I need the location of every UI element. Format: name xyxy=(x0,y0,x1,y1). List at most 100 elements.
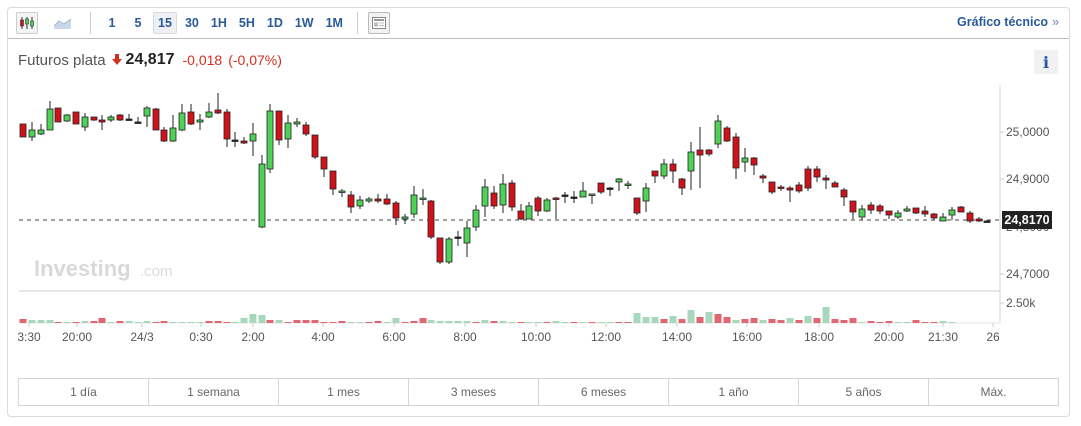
volume-bar xyxy=(98,318,106,323)
range-5-years[interactable]: 5 años xyxy=(799,379,929,405)
candle-down xyxy=(633,197,641,214)
volume-bar xyxy=(624,322,632,323)
candle-up xyxy=(338,190,346,193)
range-1-week[interactable]: 1 semana xyxy=(149,379,279,405)
range-6-months[interactable]: 6 meses xyxy=(539,379,669,405)
time-range-selector: 1 día 1 semana 1 mes 3 meses 6 meses 1 a… xyxy=(18,378,1059,406)
volume-bar xyxy=(249,314,257,323)
interval-15[interactable]: 15 xyxy=(153,12,177,34)
candle-up xyxy=(948,209,956,216)
candle-down xyxy=(930,213,938,219)
candle-down xyxy=(912,207,920,214)
volume-bar xyxy=(921,322,929,323)
candle-down xyxy=(867,204,875,211)
volume-bar xyxy=(392,318,400,323)
x-tick-label: 20:00 xyxy=(874,330,904,344)
candle-down xyxy=(840,189,848,198)
volume-bar xyxy=(152,322,160,323)
volume-bar xyxy=(687,310,695,323)
toolbar-divider xyxy=(356,12,358,34)
area-chart-icon[interactable] xyxy=(52,12,74,34)
price-chart[interactable]: Investing.com25,000024,900024,800024,700… xyxy=(8,8,1071,368)
candlestick-chart-icon[interactable] xyxy=(16,12,38,34)
candle-down xyxy=(329,170,337,190)
interval-30[interactable]: 30 xyxy=(184,16,199,30)
candle-up xyxy=(266,110,274,170)
volume-bar xyxy=(570,322,578,323)
candle-down xyxy=(214,109,222,114)
volume-bar xyxy=(867,321,875,323)
candle-down xyxy=(552,197,560,200)
candle-down xyxy=(759,175,767,179)
interval-5[interactable]: 5 xyxy=(134,16,142,30)
volume-bar xyxy=(849,318,857,323)
volume-bar xyxy=(499,321,507,323)
candle-up xyxy=(579,190,587,198)
candle-down xyxy=(125,118,133,121)
candle-down xyxy=(436,237,444,263)
volume-bar xyxy=(116,321,124,323)
candle-down xyxy=(561,194,569,197)
volume-bar xyxy=(552,321,560,323)
candle-down xyxy=(975,218,983,222)
candle-down xyxy=(275,110,283,141)
x-tick-label: 20:00 xyxy=(62,330,92,344)
candle-down xyxy=(804,168,812,189)
volume-bar xyxy=(948,322,956,323)
technical-chart-link[interactable]: Gráfico técnico» xyxy=(957,15,1059,29)
y-tick-label: 24,7000 xyxy=(1006,267,1050,281)
candle-up xyxy=(107,116,115,121)
volume-bar xyxy=(768,319,776,323)
volume-bar xyxy=(46,320,54,323)
candle-down xyxy=(302,124,310,135)
interval-1h[interactable]: 1H xyxy=(210,16,227,30)
candle-up xyxy=(356,199,364,207)
range-1-year[interactable]: 1 año xyxy=(669,379,799,405)
range-1-month[interactable]: 1 mes xyxy=(279,379,409,405)
x-tick-label: 24/3 xyxy=(130,330,154,344)
volume-bar xyxy=(205,321,213,323)
interval-1[interactable]: 1 xyxy=(108,16,116,30)
range-3-months[interactable]: 3 meses xyxy=(409,379,539,405)
interval-5h[interactable]: 5H xyxy=(238,16,255,30)
volume-bar xyxy=(642,317,650,323)
candle-down xyxy=(427,200,435,238)
volume-bar xyxy=(454,321,462,323)
chart-toolbar: 1 5 15 30 1H 5H 1D 1W 1M Gráfico técnico… xyxy=(8,8,1069,39)
candle-down xyxy=(72,111,80,125)
interval-1w[interactable]: 1W xyxy=(294,16,314,30)
candle-down xyxy=(152,108,160,131)
candle-down xyxy=(392,202,400,219)
volume-bar xyxy=(804,316,812,323)
volume-bar xyxy=(410,321,418,323)
candle-down xyxy=(606,187,614,190)
volume-bar xyxy=(383,322,391,323)
candle-up xyxy=(365,198,373,202)
volume-bar xyxy=(813,318,821,323)
candle-down xyxy=(723,127,731,142)
candle-up xyxy=(472,209,480,228)
volume-bar xyxy=(302,320,310,323)
range-max[interactable]: Máx. xyxy=(980,385,1007,399)
info-button[interactable]: i xyxy=(1034,50,1058,74)
candle-up xyxy=(258,163,266,228)
volume-bar xyxy=(633,313,641,323)
volume-bar xyxy=(840,320,848,323)
volume-bar xyxy=(795,320,803,323)
volume-bar xyxy=(445,321,453,323)
volume-bar xyxy=(534,322,542,323)
volume-bar xyxy=(427,320,435,323)
candle-up xyxy=(687,151,695,172)
candle-up xyxy=(660,163,668,177)
volume-bar xyxy=(19,319,27,323)
layout-icon[interactable] xyxy=(367,12,390,34)
interval-1d[interactable]: 1D xyxy=(266,16,283,30)
volume-bar xyxy=(347,322,355,323)
candle-up xyxy=(615,178,623,183)
range-1-day[interactable]: 1 día xyxy=(19,379,149,405)
candle-up xyxy=(37,129,45,135)
interval-1m[interactable]: 1M xyxy=(325,16,343,30)
candle-down xyxy=(813,168,821,178)
candle-down xyxy=(231,139,239,142)
candle-up xyxy=(499,183,507,206)
